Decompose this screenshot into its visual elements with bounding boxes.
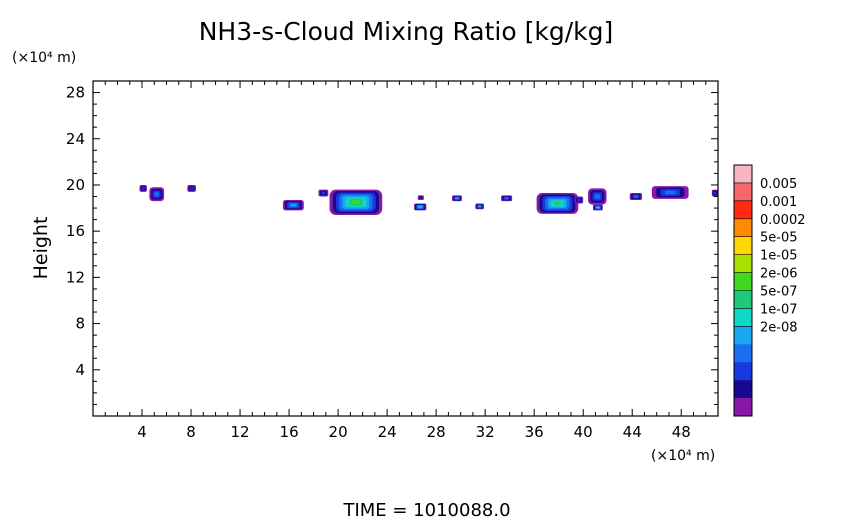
y-tick-label: 12 [66, 268, 85, 286]
x-tick-label: 32 [476, 423, 495, 441]
cloud-patch [711, 189, 718, 197]
x-tick-label: 20 [329, 423, 348, 441]
colorbar-swatch [734, 182, 752, 202]
cloud-patch-layer [664, 190, 676, 195]
y-tick-label: 4 [75, 361, 85, 379]
colorbar-swatch [734, 398, 752, 417]
cloud-patch-layer [478, 205, 481, 208]
colorbar-label: 5e-05 [760, 231, 798, 246]
x-tick-label: 48 [672, 423, 691, 441]
cloud-patch-layer [290, 203, 296, 207]
cloud-patch [588, 188, 607, 205]
y-axis-label: Height [30, 217, 52, 280]
cloud-patch-layer [577, 198, 581, 202]
cloud-patch [329, 189, 383, 215]
cloud-patch-layer [352, 200, 360, 205]
x-tick-label: 44 [623, 423, 642, 441]
cloud-patch-layer [505, 197, 509, 200]
cloud-patch [149, 187, 165, 202]
cloud-patch [475, 203, 484, 210]
colorbar-swatch [734, 326, 752, 345]
cloud-patch-layer [594, 194, 600, 199]
cloud-patch [452, 195, 462, 202]
y-tick-label: 8 [75, 315, 85, 333]
x-tick-label: 8 [186, 423, 196, 441]
time-footer: TIME = 1010088.0 [342, 500, 510, 519]
cloud-patch-layer [713, 191, 717, 195]
x-tick-label: 40 [574, 423, 593, 441]
colorbar-swatch [734, 380, 752, 399]
colorbar-swatch [734, 165, 752, 184]
y-unit-label: (×10⁴ m) [12, 50, 76, 66]
cloud-patch [651, 186, 689, 199]
colorbar-label: 5e-07 [760, 285, 798, 300]
cloud-patch [187, 184, 196, 192]
colorbar-label: 1e-05 [760, 249, 798, 264]
colorbar-label: 2e-06 [760, 267, 798, 282]
cloud-patch-layer [419, 196, 423, 199]
colorbar: 0.005 0.001 0.0002 5e-05 1e-05 2e-06 5e-07 1e-0… [733, 164, 806, 417]
cloud-patches [139, 184, 718, 215]
cloud-patch-layer [321, 191, 326, 195]
colorbar-swatch [734, 272, 752, 291]
colorbar-label: 2e-08 [760, 320, 798, 335]
cloud-patch [629, 193, 643, 200]
x-tick-label: 4 [137, 423, 147, 441]
cloud-patch-layer [154, 192, 159, 197]
colorbar-swatch [734, 362, 752, 381]
colorbar-swatch [734, 254, 752, 273]
cloud-patch [139, 184, 147, 192]
plot-frame [92, 80, 719, 417]
cloud-patch-layer [553, 201, 561, 206]
colorbar-swatch [734, 308, 752, 327]
x-tick-label: 28 [427, 423, 446, 441]
cloud-patch [536, 193, 579, 214]
y-tick-label: 16 [66, 222, 85, 240]
colorbar-swatch [734, 200, 752, 220]
x-tick-label: 24 [378, 423, 397, 441]
chart-title: NH3-s-Cloud Mixing Ratio [kg/kg] [199, 17, 614, 46]
colorbar-label: 1e-07 [760, 302, 798, 317]
cloud-patch [318, 189, 329, 197]
x-tick-label: 16 [280, 423, 299, 441]
cloud-patch-layer [634, 195, 638, 198]
x-tick-label: 36 [525, 423, 544, 441]
x-tick-label: 12 [231, 423, 250, 441]
colorbar-label: 0.0002 [760, 213, 806, 228]
cloud-patch-layer [190, 187, 194, 190]
cloud-patch-layer [596, 206, 599, 209]
cloud-patch [593, 204, 603, 211]
cloud-patch-layer [141, 187, 145, 190]
colorbar-swatch [734, 344, 752, 363]
y-tick-label: 24 [66, 130, 85, 148]
cloud-patch [414, 203, 427, 211]
cloud-patch [282, 199, 304, 211]
cloud-patch-layer [455, 197, 459, 199]
cloud-patch [501, 195, 513, 202]
colorbar-label: 0.005 [760, 177, 797, 192]
y-tick-label: 28 [66, 84, 85, 102]
y-tick-label: 20 [66, 176, 85, 194]
colorbar-swatch [734, 290, 752, 309]
colorbar-swatch [734, 236, 752, 255]
colorbar-swatch [734, 218, 752, 238]
cloud-patch [417, 195, 424, 200]
cloud-patch [574, 196, 584, 204]
cloud-patch-layer [419, 206, 422, 208]
colorbar-label: 0.001 [760, 195, 797, 210]
x-unit-label: (×10⁴ m) [651, 448, 715, 464]
